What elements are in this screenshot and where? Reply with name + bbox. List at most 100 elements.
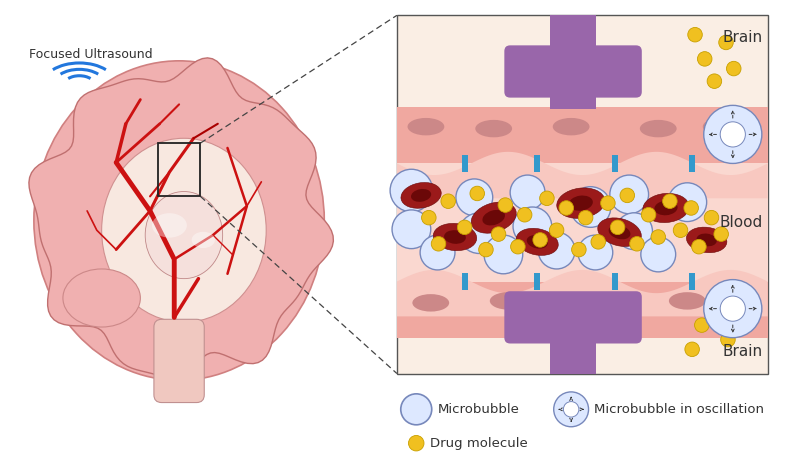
Circle shape xyxy=(578,210,593,225)
FancyBboxPatch shape xyxy=(550,336,596,373)
Circle shape xyxy=(459,213,499,254)
Ellipse shape xyxy=(582,294,618,312)
Ellipse shape xyxy=(145,191,223,279)
Circle shape xyxy=(692,239,706,254)
FancyBboxPatch shape xyxy=(504,45,642,98)
Text: Drug molecule: Drug molecule xyxy=(430,437,527,450)
Bar xyxy=(397,107,768,163)
Circle shape xyxy=(720,122,745,147)
Circle shape xyxy=(668,183,706,221)
Ellipse shape xyxy=(192,232,215,248)
Bar xyxy=(397,282,768,338)
Bar xyxy=(535,273,540,290)
Circle shape xyxy=(601,196,615,210)
Circle shape xyxy=(550,223,564,238)
Circle shape xyxy=(707,296,721,311)
Circle shape xyxy=(610,175,649,214)
Circle shape xyxy=(641,237,676,272)
Circle shape xyxy=(571,242,586,257)
Polygon shape xyxy=(397,152,768,198)
FancyBboxPatch shape xyxy=(550,15,596,109)
Ellipse shape xyxy=(411,189,431,202)
Circle shape xyxy=(513,207,552,246)
Ellipse shape xyxy=(553,118,590,135)
Circle shape xyxy=(533,233,547,247)
Ellipse shape xyxy=(407,118,444,135)
Circle shape xyxy=(431,237,446,251)
Ellipse shape xyxy=(598,218,642,247)
Circle shape xyxy=(422,210,436,225)
Text: Focused Ultrasound: Focused Ultrasound xyxy=(29,48,153,61)
Circle shape xyxy=(420,235,455,270)
Circle shape xyxy=(392,210,431,248)
Circle shape xyxy=(610,220,625,235)
Ellipse shape xyxy=(34,61,324,380)
Circle shape xyxy=(559,201,574,215)
Circle shape xyxy=(539,191,555,206)
Ellipse shape xyxy=(640,120,677,137)
Bar xyxy=(612,155,618,172)
Circle shape xyxy=(662,194,677,209)
Circle shape xyxy=(457,220,472,235)
Circle shape xyxy=(698,52,712,66)
Circle shape xyxy=(441,194,455,209)
Circle shape xyxy=(616,213,653,249)
Circle shape xyxy=(470,186,484,201)
Ellipse shape xyxy=(654,200,678,215)
Circle shape xyxy=(554,392,589,427)
Text: Brain: Brain xyxy=(722,30,763,45)
Circle shape xyxy=(730,308,745,323)
Ellipse shape xyxy=(490,292,527,310)
Ellipse shape xyxy=(516,228,559,256)
Bar xyxy=(157,143,201,196)
Circle shape xyxy=(630,237,644,251)
FancyBboxPatch shape xyxy=(154,319,205,402)
Circle shape xyxy=(688,28,702,42)
Ellipse shape xyxy=(697,234,717,247)
Ellipse shape xyxy=(471,202,516,233)
Circle shape xyxy=(721,332,735,347)
Circle shape xyxy=(479,242,493,257)
Bar xyxy=(397,163,768,282)
Circle shape xyxy=(518,208,532,222)
Circle shape xyxy=(620,188,634,203)
Circle shape xyxy=(685,342,699,357)
Circle shape xyxy=(563,401,579,417)
Ellipse shape xyxy=(433,223,477,251)
Circle shape xyxy=(539,232,575,269)
Circle shape xyxy=(719,35,733,50)
Text: Brain: Brain xyxy=(722,344,763,359)
Circle shape xyxy=(456,179,493,216)
Bar xyxy=(690,155,695,172)
Bar xyxy=(612,273,618,290)
Circle shape xyxy=(511,239,525,254)
Circle shape xyxy=(484,235,523,274)
Ellipse shape xyxy=(686,227,727,253)
Bar xyxy=(462,155,467,172)
Text: Microbubble: Microbubble xyxy=(438,403,519,416)
Circle shape xyxy=(578,235,613,270)
Circle shape xyxy=(510,175,545,210)
Bar xyxy=(397,15,768,373)
Circle shape xyxy=(651,230,666,244)
Ellipse shape xyxy=(412,294,449,312)
Bar xyxy=(462,273,467,290)
Bar xyxy=(535,155,540,172)
Circle shape xyxy=(704,210,719,225)
Circle shape xyxy=(720,296,745,321)
Ellipse shape xyxy=(643,193,690,223)
Ellipse shape xyxy=(609,225,630,239)
Circle shape xyxy=(642,208,656,222)
Circle shape xyxy=(704,280,761,338)
Ellipse shape xyxy=(703,118,740,135)
Circle shape xyxy=(390,169,433,212)
FancyBboxPatch shape xyxy=(504,291,642,343)
Ellipse shape xyxy=(669,292,706,310)
Circle shape xyxy=(498,198,513,212)
Polygon shape xyxy=(397,270,768,316)
Circle shape xyxy=(704,105,761,163)
Ellipse shape xyxy=(569,196,593,211)
Ellipse shape xyxy=(401,182,441,208)
Circle shape xyxy=(408,436,424,451)
Polygon shape xyxy=(29,58,333,377)
